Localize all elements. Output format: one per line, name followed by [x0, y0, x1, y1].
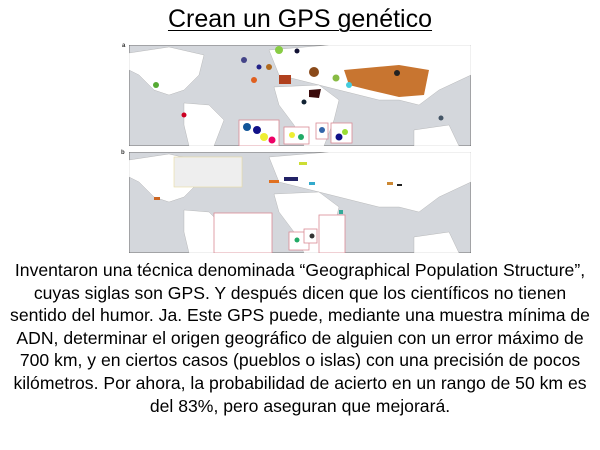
body-paragraph: Inventaron una técnica denominada “Geogr…: [10, 260, 590, 416]
page-title: Crean un GPS genético: [0, 4, 600, 34]
world-map-b: [129, 152, 471, 253]
title-text: Crean un GPS genético: [167, 5, 433, 33]
panel-b-label: b: [121, 150, 125, 156]
world-map-a: [129, 45, 471, 146]
inset-boxes: [213, 212, 346, 253]
panel-a-label: a: [122, 43, 126, 49]
population-markers: [154, 162, 402, 214]
population-dots: [153, 46, 444, 121]
